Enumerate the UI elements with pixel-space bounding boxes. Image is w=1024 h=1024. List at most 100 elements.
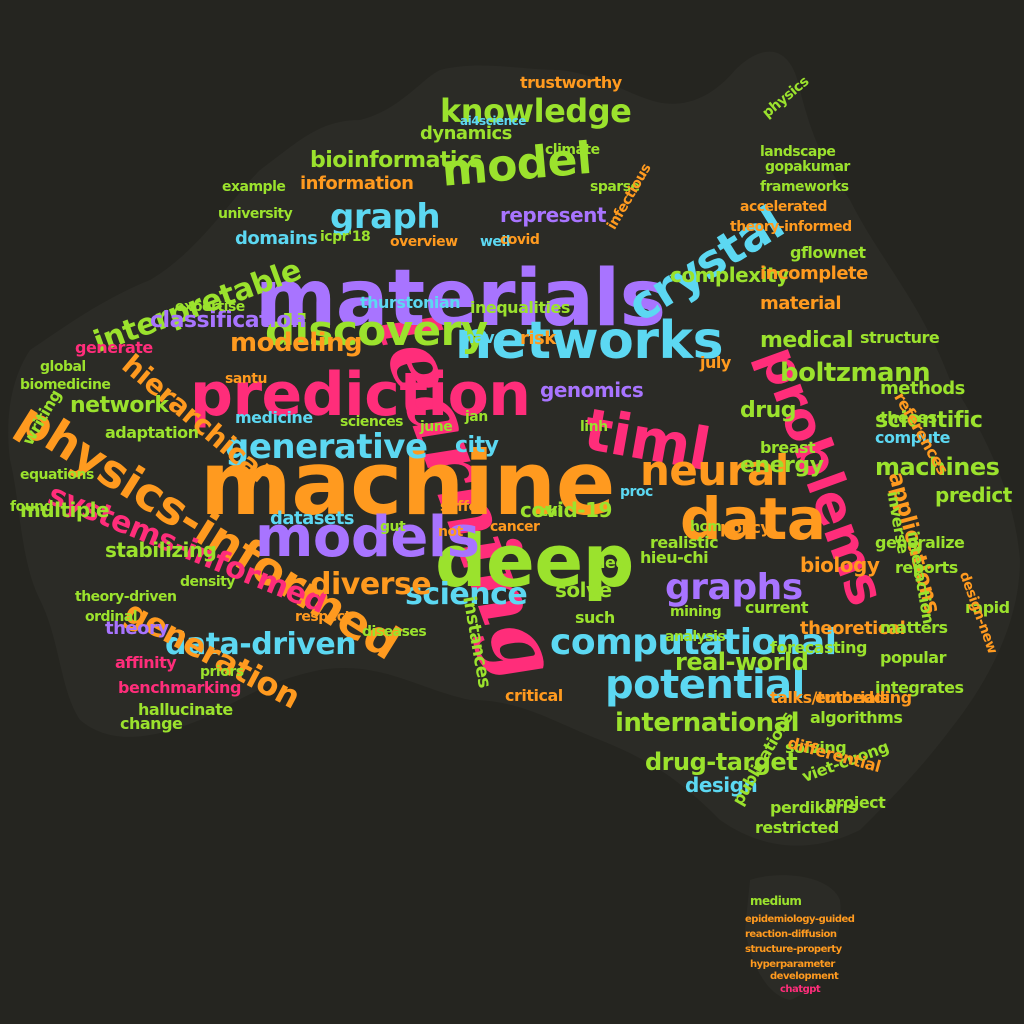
word-policy: policy: [720, 518, 771, 537]
word-dynamics: dynamics: [420, 123, 512, 144]
word-thurstonian: thurstonian: [360, 293, 461, 312]
word-generalize: generalize: [875, 533, 965, 552]
word-knowledge: knowledge: [440, 92, 632, 130]
word-represent: represent: [500, 203, 606, 227]
word-linh: linh: [580, 419, 608, 435]
word-rapid: rapid: [965, 598, 1010, 617]
word-drug: drug: [740, 398, 797, 423]
word-diseases: diseases: [362, 624, 427, 640]
word-benchmarking: benchmarking: [118, 678, 241, 697]
word-chatgpt: chatgpt: [780, 984, 821, 995]
word-lee: lee: [600, 553, 626, 572]
word-expertise: expertise: [175, 299, 245, 315]
word-algorithms: algorithms: [810, 708, 903, 727]
word-predict: predict: [935, 483, 1012, 507]
word-hieu-chi: hieu-chi: [640, 548, 709, 567]
word-trustworthy: trustworthy: [520, 73, 622, 92]
word-theses: theses: [880, 408, 937, 427]
word-respect: respect: [295, 609, 351, 625]
word-perdikaris: perdikaris: [770, 798, 857, 817]
word-icpr-18: icpr'18: [320, 229, 371, 245]
word-modeling: modeling: [230, 328, 363, 358]
word-current: current: [745, 598, 809, 617]
word-frameworks: frameworks: [760, 179, 849, 195]
word-biomedicine: biomedicine: [20, 377, 111, 393]
word-overview: overview: [390, 234, 458, 250]
word-multiple: multiple: [20, 498, 110, 522]
word-suffer: suffer: [440, 499, 484, 515]
word-global: global: [40, 359, 86, 375]
word-city: city: [455, 433, 499, 458]
word-computational: computational: [550, 622, 837, 663]
word-design: design: [685, 773, 758, 797]
word-matters: matters: [880, 618, 948, 637]
word-hallucinate: hallucinate: [138, 700, 233, 719]
word-change: change: [120, 714, 183, 733]
word-breast: breast: [760, 438, 816, 457]
word-methods: methods: [880, 378, 965, 399]
word-jan: jan: [465, 409, 488, 425]
word-landscape: landscape: [760, 144, 836, 160]
word-cancer: cancer: [490, 519, 540, 535]
word-theory-informed: theory-informed: [730, 219, 852, 235]
word-well: well: [480, 234, 511, 250]
word-gopakumar: gopakumar: [765, 159, 850, 175]
word-medicine: medicine: [235, 408, 313, 427]
word-compute: compute: [875, 428, 951, 447]
word-complexity: complexity: [670, 263, 789, 287]
word-scientific: scientific: [875, 408, 983, 433]
word-embedding: embedding: [815, 688, 912, 707]
word-structure: structure: [860, 328, 940, 347]
word-network: network: [70, 393, 169, 418]
word-density: density: [180, 574, 235, 590]
word-international: international: [615, 708, 800, 738]
word-medical: medical: [760, 328, 854, 353]
word-prediction: prediction: [190, 360, 531, 430]
word-datasets: datasets: [270, 508, 355, 529]
word-affinity: affinity: [115, 653, 177, 672]
word-adaptation: adaptation: [105, 423, 199, 442]
word-data: data: [680, 485, 826, 553]
word-realistic: realistic: [650, 533, 719, 552]
word-graphs: graphs: [665, 567, 803, 608]
word-restricted: restricted: [755, 818, 839, 837]
word-chi: chi: [540, 504, 562, 520]
word-project: project: [825, 793, 886, 812]
word-diverse: diverse: [310, 567, 432, 602]
word-sparse: sparse: [590, 179, 640, 195]
word-not: not: [438, 524, 463, 540]
word-classification: classification: [150, 308, 307, 333]
word-medium: medium: [750, 894, 802, 908]
word-popular: popular: [880, 648, 946, 667]
word-covid: covid: [500, 232, 540, 248]
word-critical: critical: [505, 686, 563, 705]
word-talks-tutorials: talks/tutorials: [770, 688, 890, 707]
word-bioinformatics: bioinformatics: [310, 148, 483, 173]
word-forecasting: forecasting: [770, 638, 867, 657]
word-gflownet: gflownet: [790, 243, 866, 262]
word-theory-driven: theory-driven: [75, 589, 177, 605]
word-reaction-diffusion: reaction-diffusion: [745, 929, 837, 940]
word-stabilizing: stabilizing: [105, 538, 217, 562]
word-potential: potential: [605, 662, 805, 708]
word-have: have: [463, 328, 505, 347]
word-networks: networks: [455, 311, 724, 371]
word-structure-property: structure-property: [745, 944, 842, 955]
word-found: found: [10, 499, 54, 515]
word-july: july: [700, 353, 731, 372]
word-analysis: analysis: [665, 629, 726, 645]
word-generate: generate: [75, 338, 153, 357]
word-hcm: hcm: [690, 519, 722, 535]
word-development: development: [770, 971, 839, 982]
word-information: information: [300, 173, 414, 194]
word-real-world: real-world: [675, 648, 809, 676]
word-inequalities: inequalities: [470, 298, 570, 317]
word-genomics: genomics: [540, 378, 644, 402]
word-gut: gut: [380, 519, 406, 535]
word-priors: priors: [200, 664, 244, 680]
word-hyperparameter: hyperparameter: [750, 959, 835, 970]
word-materials: materials: [255, 254, 666, 344]
word-deep: deep: [435, 519, 634, 603]
